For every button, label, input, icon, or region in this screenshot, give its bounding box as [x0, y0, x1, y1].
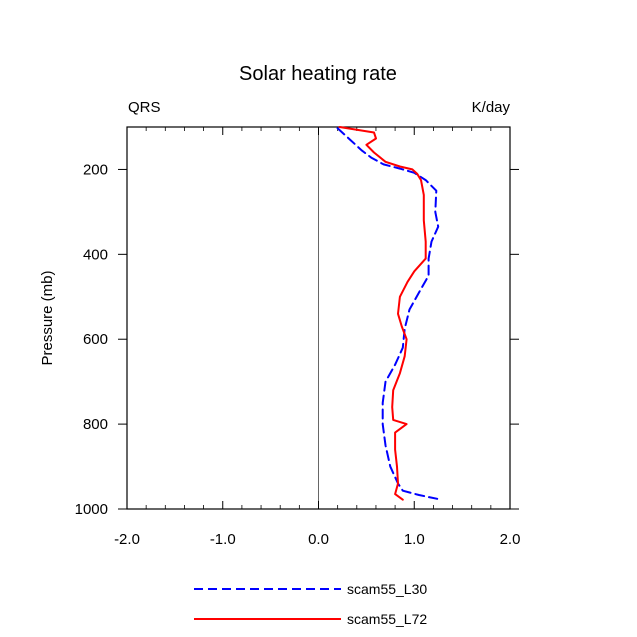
tick-marks	[118, 127, 519, 510]
y-tick-label: 400	[83, 246, 108, 263]
y-tick-labels: 200 400 600 800 1000	[75, 161, 108, 518]
y-tick-label: 800	[83, 416, 108, 433]
x-tick-label: -1.0	[210, 531, 236, 548]
legend-label: scam55_L30	[347, 581, 427, 597]
x-tick-label: 2.0	[500, 531, 521, 548]
series-line-scam55_L30	[336, 127, 440, 500]
y-axis-label: Pressure (mb)	[39, 270, 56, 365]
x-tick-label: -2.0	[114, 531, 140, 548]
y-tick-label: 600	[83, 331, 108, 348]
y-tick-label: 1000	[75, 501, 108, 518]
left-corner-label: QRS	[128, 99, 161, 116]
x-tick-label: 1.0	[404, 531, 425, 548]
x-tick-labels: -2.0 -1.0 0.0 1.0 2.0	[114, 531, 520, 548]
legend: scam55_L30 scam55_L72	[194, 581, 427, 627]
right-corner-label: K/day	[472, 99, 511, 116]
legend-label: scam55_L72	[347, 611, 427, 627]
chart-title: Solar heating rate	[239, 63, 397, 85]
series-line-scam55_L72	[338, 126, 427, 501]
y-tick-label: 200	[83, 161, 108, 178]
data-series	[336, 126, 440, 501]
x-tick-label: 0.0	[308, 531, 329, 548]
